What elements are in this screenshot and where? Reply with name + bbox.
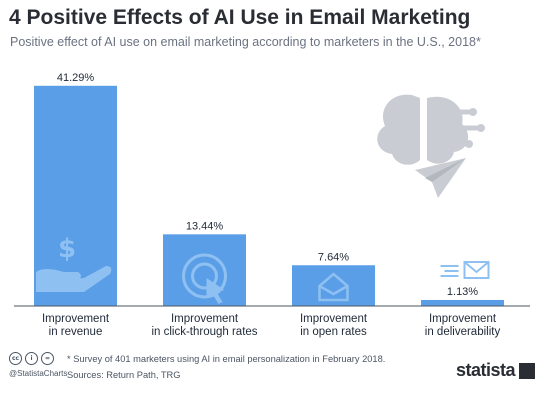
category-label: in click-through rates xyxy=(151,326,257,338)
statista-logo: statista xyxy=(456,360,536,381)
envelope-body xyxy=(463,261,490,279)
category-label: in deliverability xyxy=(425,326,501,338)
statista-mark-icon xyxy=(519,362,536,379)
open-envelope-icon xyxy=(318,272,349,302)
license-icons: cc i = xyxy=(9,352,54,365)
circuit-lines xyxy=(437,109,481,147)
envelope-body xyxy=(318,272,349,302)
inner-ring xyxy=(191,262,218,290)
bar xyxy=(163,234,246,306)
data-label: 7.64% xyxy=(318,251,349,263)
click-cursor-icon xyxy=(182,253,227,304)
paper-plane-icon xyxy=(415,158,466,198)
category-label: Improvement xyxy=(300,313,368,325)
speed-lines xyxy=(440,265,459,277)
chart-subtitle: Positive effect of AI use on email marke… xyxy=(10,35,481,49)
social-handle: @StatistaCharts xyxy=(9,369,68,378)
category-label: in revenue xyxy=(49,326,103,338)
hand-shape xyxy=(36,266,112,292)
outer-ring xyxy=(182,253,227,299)
data-label: 13.44% xyxy=(186,220,224,232)
footnote: * Survey of 401 marketers using AI in em… xyxy=(67,354,386,364)
brand-name: statista xyxy=(456,360,516,380)
sources: Sources: Return Path, TRG xyxy=(67,370,181,380)
data-label: 1.13% xyxy=(447,286,478,298)
cursor-arrow xyxy=(206,278,225,304)
dollar-sign-glyph: $ xyxy=(58,234,76,264)
no-derivatives-icon: = xyxy=(41,352,54,365)
circuit-node xyxy=(465,140,473,148)
brain-circuit-icon xyxy=(377,94,485,165)
category-label: in open rates xyxy=(300,326,367,338)
category-label: Improvement xyxy=(171,313,239,325)
paper-plane-fold xyxy=(425,158,466,182)
cc-icon: cc xyxy=(9,352,22,365)
chart-title: 4 Positive Effects of AI Use in Email Ma… xyxy=(9,6,471,29)
bar xyxy=(421,299,504,306)
envelope-flap xyxy=(463,261,490,274)
category-label: Improvement xyxy=(429,313,497,325)
brain-left-half xyxy=(377,94,420,165)
dollar-hand-icon: $ xyxy=(36,234,112,292)
attribution-icon: i xyxy=(25,352,38,365)
circuit-node xyxy=(477,124,485,132)
category-label: Improvement xyxy=(42,313,110,325)
envelope-flap xyxy=(318,284,349,296)
sending-envelope-icon xyxy=(440,261,490,279)
circuit-node xyxy=(469,108,477,116)
data-label: 41.29% xyxy=(57,72,95,84)
